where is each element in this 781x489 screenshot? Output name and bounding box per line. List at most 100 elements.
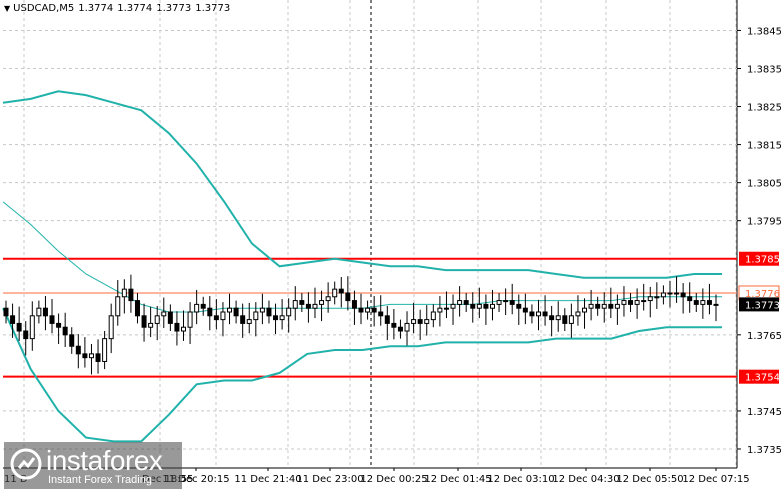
candle-body xyxy=(536,311,541,317)
ask-label: 1.3776 xyxy=(745,289,780,300)
candle-body xyxy=(194,303,200,313)
candle-body xyxy=(3,307,9,317)
candle-body xyxy=(667,292,673,295)
candle-body xyxy=(75,345,81,355)
candle-body xyxy=(575,311,581,317)
candle-body xyxy=(319,300,325,305)
dropdown-triangle-icon[interactable]: ▼ xyxy=(4,4,11,13)
candle-body xyxy=(391,322,397,328)
candle-body xyxy=(36,307,42,317)
instaforex-logo-icon xyxy=(10,448,42,480)
candle-body xyxy=(549,315,555,321)
candle-body xyxy=(95,353,101,362)
x-tick-label: 12 Dec 07:15 xyxy=(682,474,749,485)
candle-body xyxy=(371,307,377,313)
candle-body xyxy=(220,311,226,321)
candle-body xyxy=(411,319,417,324)
candle-body xyxy=(42,307,48,317)
candle-body xyxy=(273,315,279,321)
y-tick-label: 1.3835 xyxy=(747,64,781,75)
candle-body xyxy=(654,296,660,299)
candle-body xyxy=(555,315,561,321)
candle-body xyxy=(713,303,719,306)
candle-body xyxy=(292,300,298,309)
candle-body xyxy=(181,326,186,332)
candle-body xyxy=(154,315,160,324)
candle-body xyxy=(608,303,614,309)
candle-body xyxy=(10,315,16,324)
candles xyxy=(3,274,719,375)
candle-body xyxy=(634,300,640,305)
candle-body xyxy=(582,307,588,313)
support-label-bg xyxy=(739,369,779,384)
candle-body xyxy=(483,303,489,309)
candle-body xyxy=(56,322,62,328)
candle-body xyxy=(424,319,430,324)
candle-body xyxy=(167,311,173,324)
candle-body xyxy=(562,315,568,324)
candle-body xyxy=(88,353,94,359)
brand-name: instaforex xyxy=(46,445,163,476)
candle-body xyxy=(253,311,259,321)
candle-body xyxy=(279,315,285,321)
candle-body xyxy=(82,353,88,359)
candle-body xyxy=(266,307,272,317)
x-tick-label: 12 Dec 03:10 xyxy=(487,474,554,485)
candle-body xyxy=(601,303,607,309)
candle-body xyxy=(351,300,357,309)
candle-body xyxy=(49,315,55,324)
candle-body xyxy=(358,307,364,313)
y-tick-label: 1.3765 xyxy=(747,331,781,342)
candle-body xyxy=(134,300,140,317)
candle-body xyxy=(345,292,351,302)
candle-body xyxy=(384,315,390,324)
bollinger-bands xyxy=(2,90,722,443)
y-tick-label: 1.3745 xyxy=(747,407,781,418)
y-tick-label: 1.3825 xyxy=(747,103,781,114)
candle-body xyxy=(207,307,213,317)
candle-body xyxy=(680,292,686,298)
candle-body xyxy=(305,303,311,309)
candle-body xyxy=(16,322,22,332)
bollinger-upper xyxy=(2,90,722,279)
symbol-label: USDCAD,M5 xyxy=(13,3,75,14)
y-tick-label: 1.3845 xyxy=(747,26,781,37)
resistance-label: 1.3785 xyxy=(745,255,780,266)
candle-body xyxy=(621,300,627,305)
y-tick-label: 1.3735 xyxy=(747,445,781,456)
x-tick-label: 12 Dec 04:30 xyxy=(552,474,619,485)
candle-body xyxy=(115,296,121,317)
candle-body xyxy=(200,303,206,309)
candle-body xyxy=(23,330,29,340)
bollinger-middle xyxy=(2,201,722,313)
candle-body xyxy=(450,303,456,309)
candle-body xyxy=(233,307,239,317)
candle-body xyxy=(141,315,147,328)
candle-body xyxy=(687,296,693,302)
candle-body xyxy=(647,296,653,302)
candle-body xyxy=(588,303,594,309)
candle-body xyxy=(174,322,180,332)
x-tick-label: 12 Dec 01:45 xyxy=(424,474,491,485)
candle-body xyxy=(121,288,127,298)
candle-body xyxy=(325,296,331,302)
quote-high: 1.3774 xyxy=(117,3,153,14)
candle-body xyxy=(568,315,574,324)
y-tick-label: 1.3805 xyxy=(747,179,781,190)
y-tick-label: 1.3795 xyxy=(747,217,781,228)
candle-body xyxy=(430,311,436,321)
y-tick-label: 1.3815 xyxy=(747,141,781,152)
candle-body xyxy=(102,338,108,362)
chart-header: ▼ USDCAD,M5 1.3774 1.3774 1.3773 1.3773 xyxy=(4,3,234,14)
candle-body xyxy=(595,303,601,309)
candle-body xyxy=(286,307,292,317)
candle-body xyxy=(108,315,114,340)
candle-body xyxy=(128,288,134,302)
candle-body xyxy=(522,307,528,313)
candle-body xyxy=(706,300,712,305)
candle-body xyxy=(312,303,318,309)
candle-body xyxy=(660,292,666,298)
brand-tagline: Instant Forex Trading xyxy=(48,474,152,486)
candle-body xyxy=(69,334,75,347)
